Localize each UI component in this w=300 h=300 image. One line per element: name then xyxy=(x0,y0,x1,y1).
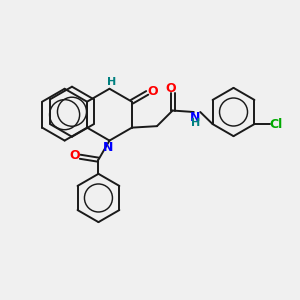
Text: H: H xyxy=(190,118,200,128)
Text: N: N xyxy=(103,141,113,154)
Text: Cl: Cl xyxy=(270,118,283,130)
Text: O: O xyxy=(166,82,176,95)
Text: O: O xyxy=(147,85,158,98)
Text: N: N xyxy=(190,111,200,124)
Text: H: H xyxy=(107,77,116,87)
Text: O: O xyxy=(69,149,80,162)
